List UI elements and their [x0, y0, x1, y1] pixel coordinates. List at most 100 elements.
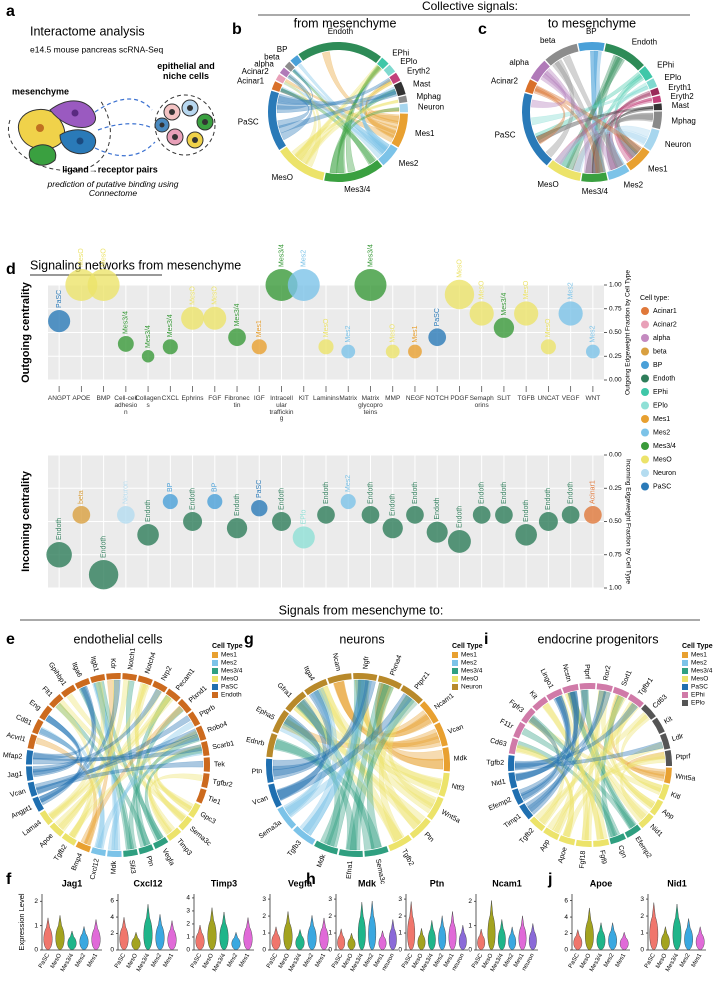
segment-label: Acinar1: [237, 76, 265, 85]
segment-label: Itga4: [302, 665, 316, 682]
chord-segment: [398, 95, 408, 104]
x-tick-label: Mes3/4: [60, 952, 75, 973]
bubble: [540, 339, 556, 355]
segment-label: Cd63: [652, 694, 669, 710]
chord-segment: [107, 850, 122, 858]
bubble: [117, 335, 134, 352]
segment-label: Kdr: [109, 658, 117, 670]
segment-label: Vcan: [9, 788, 26, 799]
chord-segment: [532, 696, 549, 711]
arrow-label: ligand→receptor pairs: [62, 164, 158, 174]
bubble: [493, 317, 515, 338]
bubble-label: Endoth: [367, 482, 374, 504]
ribbon: [36, 715, 191, 795]
chord-segment: [391, 113, 408, 148]
ribbon: [527, 717, 662, 795]
chord-segment: [393, 81, 406, 97]
violin: [368, 901, 377, 951]
chord-segment: [106, 673, 121, 680]
chord-segment: [658, 783, 670, 801]
legend-label: EPlo: [653, 402, 668, 409]
legend-label: Mes2: [691, 660, 707, 667]
chord-segment: [75, 841, 91, 853]
segment-label: alpha: [254, 59, 274, 68]
category-label: MMP: [385, 395, 401, 402]
bubble-label: Endoth: [545, 488, 552, 510]
segment-label: Gfra1: [276, 682, 293, 699]
violin: [295, 928, 305, 951]
legend-label: Endoth: [221, 692, 242, 699]
epithelial-cells: [154, 94, 216, 156]
ribbon: [539, 695, 626, 826]
bubble-label: MesO: [323, 318, 330, 337]
legend-swatch: [641, 482, 649, 491]
legend-swatch: [641, 388, 649, 396]
chord-segment: [201, 773, 210, 789]
category-label: NOTCH: [425, 395, 449, 402]
ribbon: [272, 680, 376, 771]
violin: [497, 919, 506, 951]
y-tick-label: 1.00: [609, 282, 622, 289]
legend-swatch: [641, 320, 649, 329]
segment-label: Mes3/4: [344, 185, 371, 194]
segment-label: Efemp2: [633, 836, 652, 860]
bubble: [72, 505, 91, 524]
violin: [119, 917, 129, 951]
legend-swatch: [452, 676, 458, 682]
y-tick-label: 6: [564, 897, 568, 904]
y-tick-label: 0.50: [609, 329, 622, 336]
x-tick-label: Mes1: [87, 952, 100, 968]
y-tick-label: 2: [262, 913, 266, 920]
chord-segment: [627, 693, 644, 708]
segment-label: Mes1: [415, 129, 435, 138]
legend-swatch: [212, 692, 218, 698]
bubble: [428, 328, 447, 347]
section-header: Collective signals:: [422, 0, 518, 13]
violin: [91, 919, 101, 951]
ribbon: [515, 745, 574, 838]
legend-label: Mes3/4: [691, 668, 713, 675]
chord-segment: [578, 41, 605, 52]
segment-label: Cd81: [15, 714, 33, 728]
chord-segment: [626, 147, 650, 171]
chord-segment: [275, 74, 286, 84]
legend-swatch: [641, 428, 649, 437]
chord-segment: [383, 64, 396, 77]
gene-title: Ncam1: [492, 878, 522, 888]
ribbon: [601, 695, 625, 838]
y-tick-label: 2: [34, 898, 38, 905]
ribbon: [277, 88, 397, 106]
ribbon: [92, 682, 118, 851]
legend-label: EPlo: [691, 700, 705, 707]
bubble: [162, 339, 178, 355]
segment-label: beta: [540, 36, 556, 45]
segment-label: Neuron: [665, 140, 691, 149]
panel-letter: h: [306, 871, 316, 888]
chord-segment: [201, 741, 210, 756]
chord-segment: [32, 719, 44, 735]
category-label: VEGF: [561, 395, 580, 402]
violin: [695, 926, 705, 951]
ribbon: [84, 679, 115, 846]
x-tick-label: Mes2: [303, 952, 316, 968]
segment-label: Nid1: [491, 778, 507, 788]
ribbon: [276, 689, 332, 800]
ribbon: [585, 107, 654, 174]
bubble: [317, 505, 335, 524]
ribbons: [276, 51, 400, 174]
bubble: [48, 310, 71, 333]
ribbon: [107, 721, 195, 851]
legend-swatch: [682, 668, 688, 674]
segment-label: Fgf9: [598, 850, 607, 865]
violin: [649, 902, 659, 951]
segment-label: Acinar2: [242, 67, 270, 76]
y-tick-label: 1: [34, 922, 38, 929]
category-label: Matrix glycoproteins: [358, 395, 383, 416]
bubble: [141, 350, 155, 363]
bubble: [265, 269, 298, 301]
category-label: Collagens: [135, 395, 161, 409]
ribbon: [35, 737, 98, 846]
bubble-label: Endoth: [501, 482, 508, 504]
panel-title: endocrine progenitors: [538, 632, 659, 646]
